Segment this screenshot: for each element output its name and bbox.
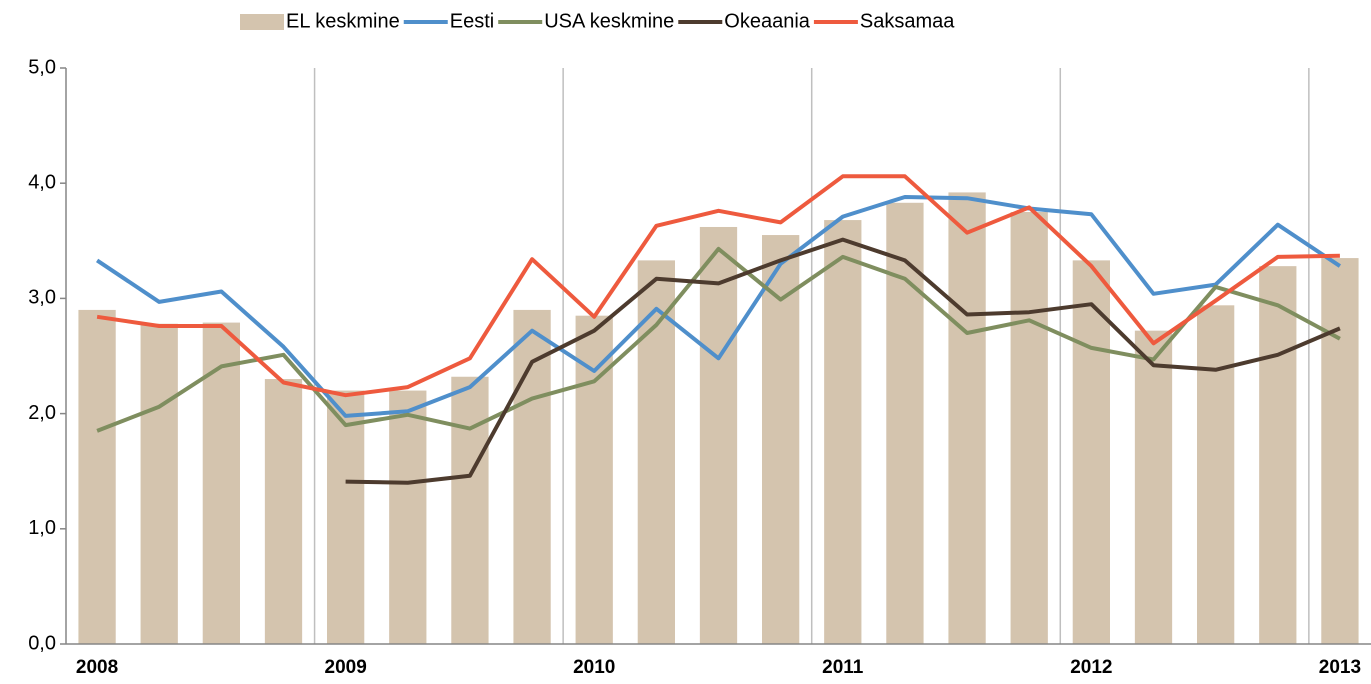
legend-item: EL keskmine: [240, 10, 400, 32]
legend-label: Okeaania: [724, 10, 810, 32]
x-tick-label: 2010: [573, 657, 615, 678]
line: [96, 246, 1341, 433]
bar: [327, 390, 365, 644]
legend-label: Eesti: [450, 10, 494, 32]
bar: [451, 376, 489, 644]
legend-label: EL keskmine: [286, 10, 400, 32]
bar: [824, 220, 862, 644]
bar: [1321, 258, 1359, 644]
legend: EL keskmine Eesti USA keskmine Okeaania Saks…: [240, 10, 955, 32]
y-tick-label: 0,0: [28, 632, 56, 654]
x-tick-label: 2012: [1070, 657, 1112, 678]
y-tick-label: 4,0: [28, 171, 56, 193]
legend-swatch: [240, 14, 284, 30]
bar: [575, 315, 613, 644]
bar: [389, 390, 427, 644]
line: [345, 237, 1341, 485]
bar: [762, 235, 800, 645]
line: [95, 195, 1342, 418]
bar: [78, 309, 116, 644]
y-tick-label: 5,0: [28, 56, 56, 78]
bar: [140, 323, 178, 644]
bar: [948, 192, 986, 644]
y-tick-label: 1,0: [28, 517, 56, 539]
legend-item: Eesti: [403, 10, 494, 32]
x-tick-label: 2009: [325, 657, 367, 678]
bar: [1072, 260, 1110, 644]
legend-item: Okeaania: [678, 10, 811, 32]
legend-item: USA keskmine: [498, 10, 674, 32]
x-tick-label: 2008: [76, 657, 118, 678]
line: [96, 174, 1340, 398]
y-tick-label: 3,0: [28, 287, 56, 309]
x-tick-label: 2011: [822, 657, 864, 678]
legend-item: Saksamaa: [813, 10, 955, 32]
x-tick-label: 2013: [1319, 657, 1361, 678]
bar: [886, 202, 924, 644]
legend-label: USA keskmine: [544, 10, 674, 32]
bar: [1010, 212, 1048, 644]
legend-label: Saksamaa: [860, 10, 955, 32]
y-tick-label: 2,0: [28, 402, 56, 424]
bar: [1134, 330, 1173, 644]
bar: [264, 379, 303, 644]
bar: [202, 322, 240, 644]
bar: [699, 226, 738, 644]
bar: [1259, 266, 1297, 644]
bar: [1197, 305, 1235, 644]
